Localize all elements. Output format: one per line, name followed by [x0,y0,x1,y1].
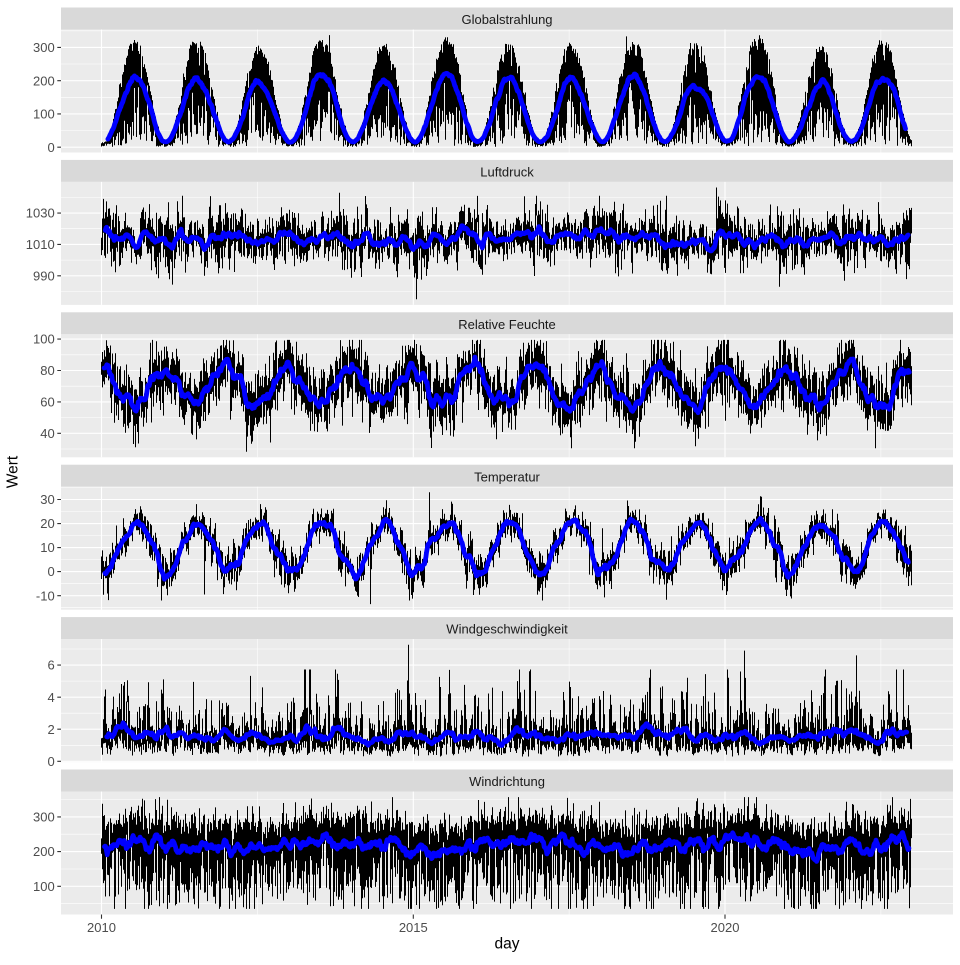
svg-text:300: 300 [33,810,55,825]
svg-text:30: 30 [40,492,54,507]
svg-text:100: 100 [33,107,55,122]
svg-text:2: 2 [47,722,54,737]
svg-text:100: 100 [33,879,55,894]
svg-text:4: 4 [47,690,54,705]
svg-text:Temperatur: Temperatur [474,469,540,484]
svg-text:Luftdruck: Luftdruck [480,165,534,180]
svg-text:200: 200 [33,844,55,859]
svg-text:40: 40 [40,426,54,441]
svg-text:20: 20 [40,516,54,531]
svg-text:2015: 2015 [399,920,428,935]
svg-text:2010: 2010 [87,920,116,935]
svg-text:10: 10 [40,540,54,555]
svg-text:60: 60 [40,395,54,410]
svg-text:2020: 2020 [711,920,740,935]
svg-text:Globalstrahlung: Globalstrahlung [461,12,552,27]
svg-text:0: 0 [47,140,54,155]
svg-text:6: 6 [47,658,54,673]
svg-text:1030: 1030 [26,206,55,221]
svg-text:100: 100 [33,332,55,347]
svg-text:990: 990 [33,268,55,283]
svg-text:Windgeschwindigkeit: Windgeschwindigkeit [446,622,568,637]
svg-text:0: 0 [47,754,54,769]
svg-text:Windrichtung: Windrichtung [469,774,545,789]
svg-text:Wert: Wert [5,455,22,488]
svg-text:80: 80 [40,363,54,378]
svg-text:-10: -10 [36,588,55,603]
svg-text:Relative Feuchte: Relative Feuchte [458,317,556,332]
svg-text:day: day [495,936,520,953]
svg-text:200: 200 [33,73,55,88]
svg-text:300: 300 [33,40,55,55]
svg-text:0: 0 [47,564,54,579]
svg-text:1010: 1010 [26,237,55,252]
